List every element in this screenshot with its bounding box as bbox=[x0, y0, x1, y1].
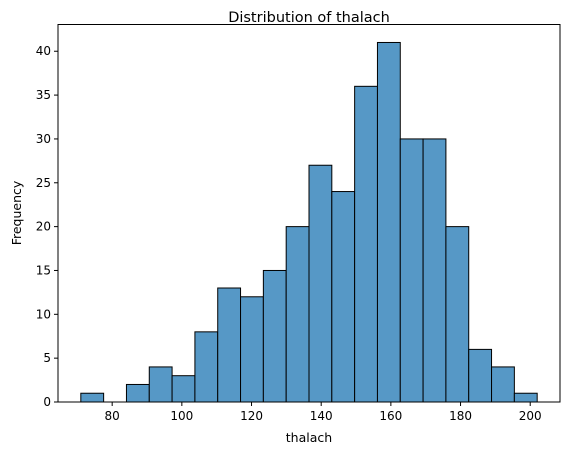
histogram-bar bbox=[125, 383, 150, 403]
histogram-bar bbox=[399, 138, 424, 403]
y-tick-label: 20 bbox=[36, 220, 51, 234]
y-tick-label: 15 bbox=[36, 263, 51, 277]
y-tick-label: 25 bbox=[36, 176, 51, 190]
plot-frame bbox=[57, 24, 561, 403]
x-tick-label: 80 bbox=[105, 409, 120, 423]
y-axis-label: Frequency bbox=[9, 180, 24, 245]
histogram-bar bbox=[308, 164, 333, 403]
histogram-bar bbox=[171, 375, 196, 403]
y-tick-label: 5 bbox=[43, 351, 51, 365]
y-tick-label: 40 bbox=[36, 44, 51, 58]
x-tick-label: 180 bbox=[449, 409, 472, 423]
chart-title: Distribution of thalach bbox=[228, 10, 390, 26]
y-tick-label: 0 bbox=[43, 395, 51, 409]
histogram-bar bbox=[491, 366, 515, 403]
histogram-bar bbox=[354, 85, 378, 403]
x-tick-label: 140 bbox=[310, 409, 333, 423]
histogram-bar bbox=[376, 41, 401, 403]
y-tick-label: 30 bbox=[36, 132, 51, 146]
x-tick-label: 120 bbox=[240, 409, 263, 423]
histogram-bar bbox=[240, 296, 264, 403]
x-tick-label: 100 bbox=[170, 409, 193, 423]
histogram-bar bbox=[148, 366, 173, 403]
histogram-bar bbox=[331, 191, 356, 403]
x-tick-label: 160 bbox=[379, 409, 402, 423]
histogram-bar bbox=[468, 348, 493, 403]
y-tick-label: 35 bbox=[36, 88, 51, 102]
histogram-bar bbox=[285, 226, 310, 403]
histogram-bar bbox=[513, 392, 538, 403]
x-axis-ticks: 80 100 120 140 160 180 200 bbox=[105, 402, 542, 423]
bars-group bbox=[80, 41, 538, 403]
histogram-bar bbox=[80, 392, 105, 403]
histogram-bar bbox=[194, 331, 219, 403]
y-tick-label: 10 bbox=[36, 307, 51, 321]
histogram-bar bbox=[422, 138, 447, 403]
histogram-bar bbox=[445, 226, 470, 403]
y-axis-ticks: 0 5 10 15 20 25 30 35 40 bbox=[36, 44, 58, 409]
x-axis-label: thalach bbox=[286, 430, 332, 445]
x-tick-label: 200 bbox=[519, 409, 542, 423]
histogram-bar bbox=[217, 287, 242, 403]
histogram-bar bbox=[262, 269, 287, 403]
